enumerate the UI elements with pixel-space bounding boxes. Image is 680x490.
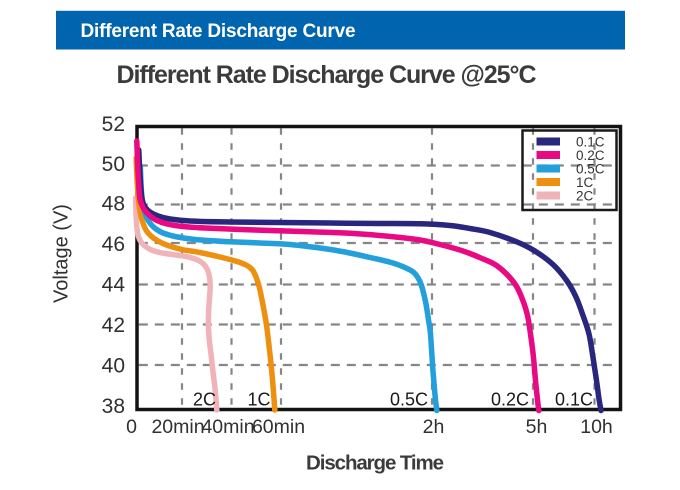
svg-text:60min: 60min bbox=[252, 416, 305, 438]
svg-text:20min: 20min bbox=[151, 416, 204, 438]
svg-text:0.5C: 0.5C bbox=[390, 390, 428, 410]
svg-text:2C: 2C bbox=[576, 188, 594, 203]
svg-text:2h: 2h bbox=[423, 416, 445, 438]
svg-text:5h: 5h bbox=[526, 416, 548, 438]
svg-text:46: 46 bbox=[102, 233, 125, 256]
svg-text:Voltage (V): Voltage (V) bbox=[51, 204, 73, 303]
svg-text:0.1C: 0.1C bbox=[576, 134, 605, 149]
svg-text:1C: 1C bbox=[576, 175, 594, 190]
svg-text:44: 44 bbox=[102, 274, 126, 297]
svg-text:0.2C: 0.2C bbox=[491, 390, 529, 410]
svg-text:0.2C: 0.2C bbox=[576, 148, 605, 163]
svg-text:2C: 2C bbox=[193, 390, 216, 410]
svg-text:40: 40 bbox=[102, 355, 125, 378]
svg-text:38: 38 bbox=[102, 395, 125, 418]
svg-text:10h: 10h bbox=[580, 416, 613, 438]
svg-text:0.1C: 0.1C bbox=[555, 390, 593, 410]
svg-text:0: 0 bbox=[126, 416, 137, 438]
svg-text:48: 48 bbox=[102, 193, 125, 216]
svg-text:Discharge Time: Discharge Time bbox=[306, 452, 444, 475]
svg-text:Different Rate Discharge Curve: Different Rate Discharge Curve @25°C bbox=[117, 61, 537, 89]
svg-text:42: 42 bbox=[102, 314, 125, 337]
svg-text:1C: 1C bbox=[247, 390, 270, 410]
svg-text:40min: 40min bbox=[201, 416, 254, 438]
svg-text:52: 52 bbox=[102, 113, 125, 136]
svg-text:Different Rate Discharge Curve: Different Rate Discharge Curve bbox=[81, 21, 356, 42]
svg-text:50: 50 bbox=[102, 153, 125, 176]
svg-text:0.5C: 0.5C bbox=[576, 161, 605, 176]
